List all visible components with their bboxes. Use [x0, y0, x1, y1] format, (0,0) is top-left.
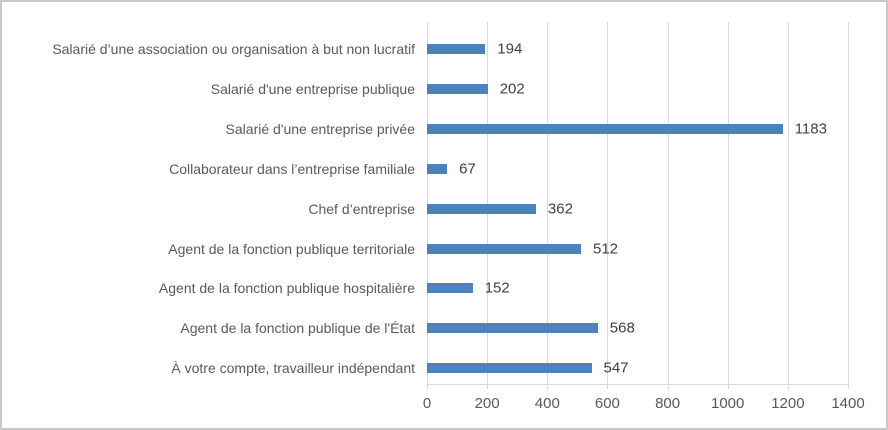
x-tick-label: 800	[655, 395, 681, 412]
value-label: 67	[459, 160, 476, 178]
gridline	[848, 22, 849, 389]
x-axis-line	[427, 384, 848, 385]
category-label: Agent de la fonction publique de l'État	[180, 320, 415, 337]
value-label: 152	[484, 279, 510, 297]
value-label: 194	[497, 40, 523, 58]
gridline	[607, 22, 609, 389]
x-tick-label: 0	[422, 395, 432, 412]
category-label: Collaborateur dans l’entreprise familial…	[169, 160, 415, 177]
bar	[427, 363, 592, 374]
category-label: Salarié d'une entreprise privée	[225, 120, 415, 137]
value-label: 568	[609, 319, 635, 337]
bar	[427, 283, 473, 294]
bar	[427, 203, 536, 214]
value-label: 547	[603, 359, 629, 377]
gridline	[547, 22, 549, 389]
category-label: Agent de la fonction publique territoria…	[168, 240, 415, 257]
category-label: Salarié d’une association ou organisatio…	[52, 41, 415, 57]
bar	[427, 323, 598, 334]
category-label: Salarié d'une entreprise publique	[210, 80, 415, 97]
plot-area	[427, 22, 849, 389]
bar	[427, 243, 581, 254]
category-label: À votre compte, travailleur indépendant	[171, 360, 415, 377]
gridline	[787, 22, 789, 389]
value-label: 512	[593, 240, 619, 257]
x-tick-label: 400	[534, 395, 560, 412]
bar	[427, 44, 486, 54]
x-tick-label: 1400	[831, 395, 865, 412]
value-label: 202	[499, 80, 525, 98]
bar	[427, 83, 488, 94]
category-label: Chef d’entreprise	[308, 200, 415, 217]
x-tick-label: 1200	[771, 395, 805, 412]
gridline	[667, 22, 669, 389]
x-tick-label: 1000	[711, 395, 745, 412]
x-tick-label: 200	[474, 395, 500, 412]
bar	[427, 163, 448, 174]
value-label: 1183	[794, 120, 827, 138]
category-label: Agent de la fonction publique hospitaliè…	[158, 280, 415, 297]
value-label: 362	[547, 200, 573, 218]
bar	[427, 123, 783, 134]
x-tick-label: 600	[594, 395, 620, 412]
gridline	[727, 22, 729, 389]
